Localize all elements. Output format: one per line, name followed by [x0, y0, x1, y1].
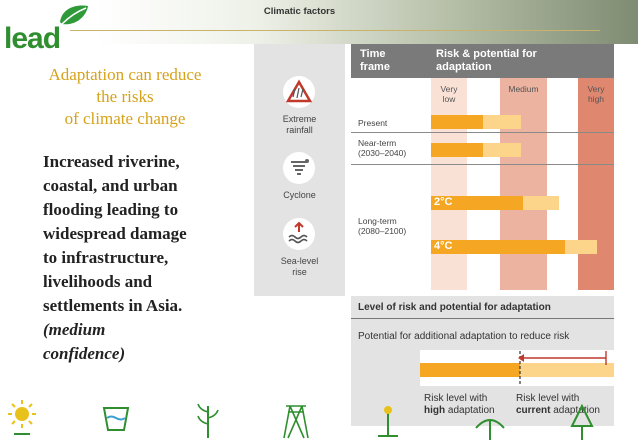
long-term-4c-high-bar [431, 240, 565, 254]
subtitle-line: Adaptation can reduce [48, 65, 202, 84]
medium-band [500, 78, 547, 290]
factor-label-line: rise [292, 267, 307, 277]
confidence-line: (medium [43, 320, 106, 339]
level-line: high [587, 94, 605, 104]
header-line: frame [360, 61, 390, 73]
legend-title: Level of risk and potential for adaptati… [358, 302, 551, 313]
scenario-4c-label: 4°C [434, 240, 453, 252]
confidence-line: confidence) [43, 344, 126, 363]
sun-icon [8, 400, 36, 435]
scenario-2c-label: 2°C [434, 196, 453, 208]
present-high-bar [431, 115, 483, 129]
row-label-present: Present [358, 118, 387, 128]
subtitle-line: of climate change [64, 109, 186, 128]
climatic-factors-title: Climatic factors [263, 6, 336, 17]
legend-subtitle: Potential for additional adaptation to r… [358, 331, 570, 342]
legend-high-caption: Risk level with high adaptation [424, 393, 495, 417]
time-frame-header: Time frame [360, 48, 420, 74]
very-low-band [431, 78, 467, 290]
row-line: Near-term [358, 138, 397, 148]
level-label-very-high: Very high [578, 84, 614, 104]
body-line: flooding leading to [43, 200, 179, 219]
risk-table-body [351, 78, 614, 290]
caption-line: Risk level with [424, 393, 488, 404]
factor-label-line: Cyclone [283, 190, 316, 200]
long-term-2c-high-bar [431, 196, 523, 210]
near-term-high-bar [431, 143, 483, 157]
level-line: Very [587, 84, 605, 94]
body-line: widespread damage [43, 224, 187, 243]
body-line: settlements in Asia. [43, 296, 183, 315]
cyclone-label: Cyclone [254, 190, 345, 201]
caption-line: current adaptation [516, 405, 600, 416]
level-line: Very [440, 84, 458, 94]
factor-label-line: rainfall [286, 125, 313, 135]
sea-level-rise-label: Sea-level rise [254, 256, 345, 278]
legend-graphic [420, 351, 614, 385]
body-line: Increased riverine, [43, 152, 180, 171]
row-separator [351, 164, 614, 165]
subtitle-line: the risks [96, 87, 154, 106]
plant-icon [378, 406, 398, 437]
header-band [0, 0, 638, 44]
water-icon [102, 407, 130, 431]
legend-divider [351, 318, 614, 319]
extreme-rainfall-label: Extreme rainfall [254, 114, 345, 136]
header-line: adaptation [436, 61, 492, 73]
pylon-icon [283, 405, 309, 439]
row-label-long-term: Long-term (2080–2100) [358, 216, 406, 236]
leaf-logo-icon [60, 5, 88, 25]
factor-label-line: Sea-level [280, 256, 319, 266]
level-line: low [442, 94, 456, 104]
level-label-medium: Medium [500, 84, 547, 94]
legend-current-caption: Risk level with current adaptation [516, 393, 600, 417]
header-rule [70, 30, 600, 31]
slide-body: Increased riverine, coastal, and urban f… [43, 150, 233, 366]
sea-level-rise-icon [283, 218, 315, 250]
caption-line: high adaptation [424, 405, 495, 416]
row-label-near-term: Near-term (2030–2040) [358, 138, 406, 158]
row-separator [351, 132, 614, 133]
slide-subtitle: Adaptation can reduce the risks of clima… [20, 64, 230, 130]
cyclone-icon [283, 152, 315, 184]
body-line: livelihoods and [43, 272, 153, 291]
risk-header: Risk & potential for adaptation [436, 48, 606, 74]
very-high-band [578, 78, 614, 290]
logo-text: lead [4, 22, 61, 55]
tree-icon [570, 403, 594, 440]
row-line: (2080–2100) [358, 226, 407, 236]
extreme-rainfall-icon [283, 76, 315, 108]
factor-label-line: Extreme [282, 114, 317, 124]
row-line: Present [358, 118, 388, 128]
shade-tree-icon [475, 419, 505, 440]
caption-line: Risk level with [516, 393, 580, 404]
body-line: coastal, and urban [43, 176, 178, 195]
row-line: (2030–2040) [358, 148, 407, 158]
header-line: Risk & potential for [436, 48, 537, 60]
row-line: Long-term [358, 216, 397, 226]
risk-table-header [351, 44, 614, 78]
wheat-icon [197, 403, 219, 438]
level-line: Medium [508, 84, 539, 94]
body-line: to infrastructure, [43, 248, 169, 267]
header-line: Time [360, 48, 386, 60]
level-label-very-low: Very low [431, 84, 467, 104]
